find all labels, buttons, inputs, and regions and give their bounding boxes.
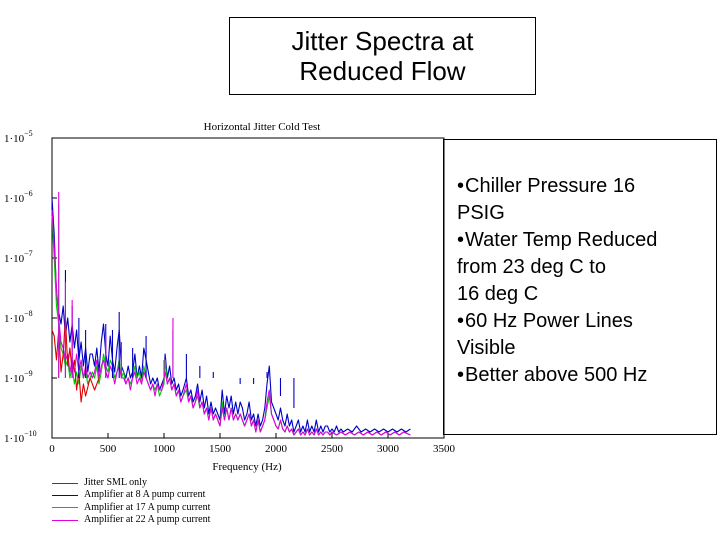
y-tick-mantissa: 1·10 [4,313,25,325]
note-line: •Chiller Pressure 16 [457,173,710,200]
x-tick-label: 2000 [265,443,288,455]
legend-swatch [52,482,78,484]
y-tick-exponent: −6 [24,189,33,198]
y-tick-label: 1·10−8 [4,309,33,325]
legend-label: Amplifier at 17 A pump current [84,501,211,513]
x-axis-label: Frequency (Hz) [212,461,282,473]
y-tick-mantissa: 1·10 [4,133,25,145]
y-tick-mantissa: 1·10 [4,253,25,265]
bullet-icon: • [457,175,465,197]
note-text: 16 deg C [457,283,539,305]
legend-label: Amplifier at 22 A pump current [84,513,211,525]
legend-swatch [52,519,78,521]
note-line: PSIG [457,200,710,227]
note-line: •Water Temp Reduced [457,227,710,254]
legend-label: Jitter SML only [84,477,147,488]
x-tick-label: 1000 [153,443,176,455]
plot-area [51,137,445,439]
y-tick-exponent: −7 [24,249,33,258]
note-line: •60 Hz Power Lines [457,308,710,335]
y-tick-label: 1·10−7 [4,249,33,265]
series-lines [51,192,411,436]
legend-item: Amplifier at 22 A pump current [52,514,210,526]
x-tick-label: 2500 [321,443,344,455]
slide-title-line-2: Reduced Flow [299,56,466,86]
y-axis-ticks: 1·10−51·10−61·10−71·10−81·10−91·10−10 [4,129,57,445]
note-text: 60 Hz Power Lines [465,310,633,332]
y-tick-exponent: −10 [24,429,37,438]
note-text: Visible [457,337,516,359]
slide-title-line-1: Jitter Spectra at [291,26,474,56]
note-line: 16 deg C [457,281,710,308]
series-line-2 [51,197,411,433]
y-tick-label: 1·10−9 [4,369,33,385]
note-text: Water Temp Reduced [465,229,658,251]
x-tick-label: 1500 [209,443,232,455]
x-tick-label: 3000 [377,443,400,455]
note-line: •Better above 500 Hz [457,362,710,389]
slide-title: Jitter Spectra at Reduced Flow [229,17,536,95]
y-tick-label: 1·10−10 [4,429,37,445]
legend-item: Jitter SML only [52,477,210,489]
bullet-icon: • [457,229,465,251]
note-text: Chiller Pressure 16 [465,175,636,197]
x-tick-label: 0 [49,443,55,455]
y-tick-label: 1·10−5 [4,129,33,145]
note-text: from 23 deg C to [457,256,606,278]
chart-legend: Jitter SML only Amplifier at 8 A pump cur… [52,477,210,526]
y-tick-label: 1·10−6 [4,189,33,205]
legend-item: Amplifier at 8 A pump current [52,489,210,501]
y-tick-mantissa: 1·10 [4,433,25,445]
y-tick-mantissa: 1·10 [4,373,25,385]
series-line-4 [51,209,411,436]
notes-box: •Chiller Pressure 16 PSIG •Water Temp Redu… [443,139,717,435]
bullet-icon: • [457,310,465,332]
note-line: from 23 deg C to [457,254,710,281]
note-text: Better above 500 Hz [465,364,648,386]
y-tick-exponent: −8 [24,309,33,318]
y-tick-mantissa: 1·10 [4,193,25,205]
plot-frame [51,137,445,439]
chart-title: Horizontal Jitter Cold Test [204,121,321,133]
legend-swatch [52,494,78,496]
legend-label: Amplifier at 8 A pump current [84,489,206,501]
legend-swatch [52,507,78,509]
x-tick-label: 500 [100,443,117,455]
y-tick-exponent: −5 [24,129,33,138]
legend-item: Amplifier at 17 A pump current [52,502,210,514]
note-line: Visible [457,335,710,362]
x-axis-ticks: 0 500 1000 1500 2000 2500 3000 3500 [49,433,456,455]
x-tick-label: 3500 [433,443,456,455]
y-tick-exponent: −9 [24,369,33,378]
bullet-icon: • [457,364,465,386]
note-text: PSIG [457,202,505,224]
